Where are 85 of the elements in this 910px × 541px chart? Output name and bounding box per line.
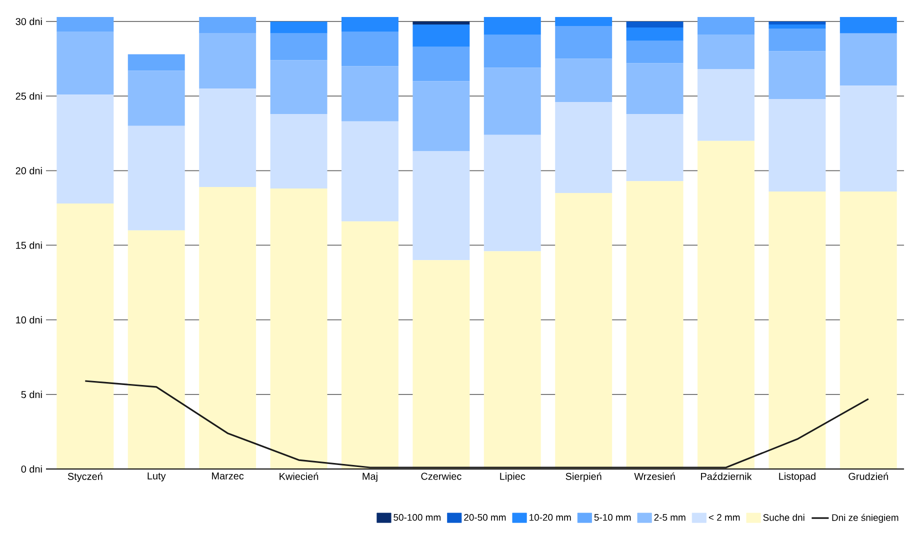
bar	[626, 27, 684, 41]
bar	[626, 63, 684, 114]
y-tick-label: 5 dni	[21, 390, 42, 398]
bar	[555, 102, 612, 194]
bar	[341, 16, 398, 32]
legend-label: 10-20 mm	[530, 514, 571, 521]
bar	[626, 21, 684, 28]
bar	[56, 16, 114, 32]
bar	[484, 134, 541, 252]
bar	[768, 24, 826, 29]
bar	[768, 99, 826, 192]
bar	[412, 81, 470, 152]
y-tick-label: 30 dni	[16, 18, 42, 26]
legend-label: 50-100 mm	[394, 514, 440, 521]
legend-label: 2-5 mm	[654, 514, 686, 521]
x-tick-label: Styczeń	[68, 472, 102, 482]
bar	[840, 192, 897, 469]
bar	[412, 151, 470, 260]
bar	[270, 21, 328, 34]
bar	[199, 88, 256, 188]
bar	[128, 126, 185, 230]
bar	[341, 32, 398, 66]
bar	[484, 68, 541, 135]
y-tick-label: 20 dni	[16, 166, 42, 174]
bar	[270, 114, 328, 189]
legend-label: < 2 mm	[708, 514, 740, 521]
bar	[199, 16, 256, 34]
bar	[412, 260, 470, 469]
bar	[56, 94, 114, 204]
bar	[128, 230, 185, 469]
bar	[270, 188, 328, 469]
x-tick-label: Maj	[362, 472, 378, 482]
bar	[341, 221, 398, 469]
x-tick-label: Lipiec	[500, 472, 526, 482]
x-tick-label: Wrzesień	[634, 472, 675, 480]
legend-label: 20-50 mm	[464, 514, 506, 521]
bar	[199, 187, 256, 469]
bar	[698, 16, 754, 35]
x-tick-label: Październik	[701, 472, 752, 480]
x-tick-label: Kwiecień	[280, 472, 318, 480]
bar	[555, 58, 612, 102]
bar	[56, 32, 114, 95]
bar	[698, 140, 754, 469]
bar	[840, 33, 897, 86]
legend-label: Dni ze śniegiem	[832, 514, 898, 523]
bar	[768, 21, 826, 24]
bar	[484, 34, 541, 68]
y-tick-label: 25 dni	[16, 92, 42, 100]
legend-label: 5-10 mm	[594, 514, 631, 521]
bar	[484, 16, 541, 35]
bar	[199, 33, 256, 89]
bar	[484, 251, 541, 469]
y-tick-label: 0 dni	[21, 465, 42, 473]
x-tick-label: Marzec	[212, 472, 244, 480]
bar	[768, 51, 826, 100]
y-tick-label: 10 dni	[16, 316, 42, 324]
bar	[341, 121, 398, 222]
bar	[840, 86, 897, 192]
x-tick-label: Czerwiec	[421, 472, 462, 480]
y-tick-label: 15 dni	[16, 242, 42, 249]
bar	[768, 28, 826, 52]
bar	[128, 70, 185, 126]
bar	[128, 54, 185, 71]
bar	[768, 192, 826, 469]
bar	[341, 66, 398, 122]
bar	[626, 114, 684, 182]
bar	[412, 24, 470, 47]
x-tick-label: Listopad	[779, 472, 816, 482]
bar	[626, 181, 684, 469]
bar	[626, 40, 684, 64]
bar	[840, 16, 897, 34]
bar	[698, 69, 754, 141]
bar	[270, 33, 328, 60]
x-tick-label: Luty	[148, 472, 166, 482]
bar	[555, 16, 612, 26]
bar	[555, 193, 612, 469]
x-tick-label: Sierpień	[566, 472, 602, 482]
legend-label: Suche dni	[763, 514, 804, 521]
x-tick-label: Grudzień	[848, 472, 888, 480]
bar	[270, 60, 328, 114]
bar	[412, 46, 470, 82]
bar	[412, 21, 470, 24]
bar	[555, 26, 612, 59]
bar	[698, 34, 754, 70]
bar	[56, 203, 114, 469]
